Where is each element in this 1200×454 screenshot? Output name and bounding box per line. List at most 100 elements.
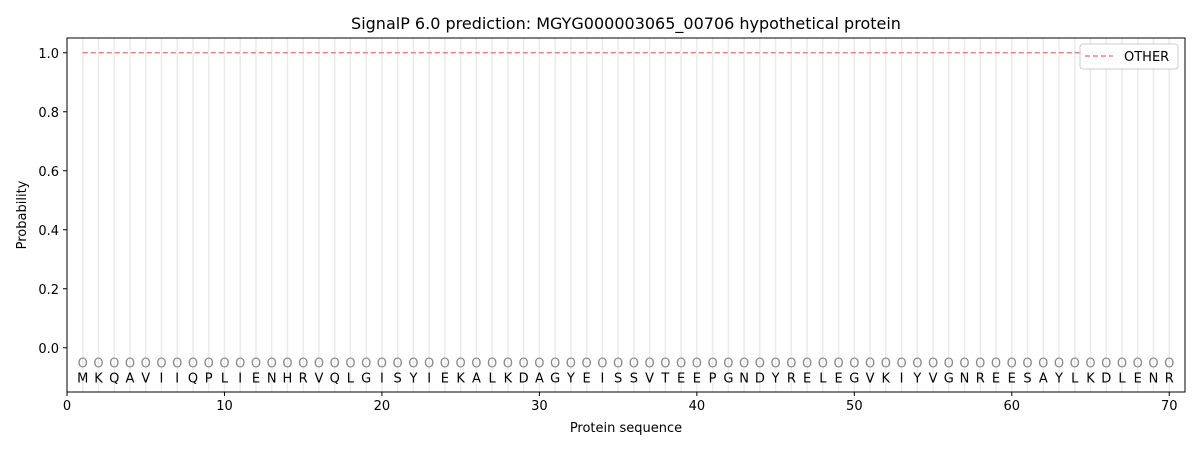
label-marker: O xyxy=(156,357,166,372)
residue-label: I xyxy=(238,371,242,386)
x-tick-label: 0 xyxy=(63,399,71,414)
legend-label-other: OTHER xyxy=(1124,50,1169,65)
residue-label: E xyxy=(441,371,449,386)
label-marker: O xyxy=(1148,357,1158,372)
residue-label: L xyxy=(819,371,827,386)
y-tick-label: 0.4 xyxy=(38,224,59,239)
label-marker: O xyxy=(707,357,717,372)
x-tick-label: 50 xyxy=(846,399,863,414)
residue-label: Q xyxy=(330,371,340,386)
x-tick-label: 60 xyxy=(1004,399,1021,414)
label-marker: O xyxy=(896,357,906,372)
label-marker: O xyxy=(1085,357,1095,372)
x-tick-label: 20 xyxy=(374,399,391,414)
label-marker: O xyxy=(786,357,796,372)
residue-label: K xyxy=(504,371,513,386)
label-marker: O xyxy=(613,357,623,372)
label-marker: O xyxy=(141,357,151,372)
label-marker: O xyxy=(660,357,670,372)
label-marker: O xyxy=(645,357,655,372)
label-marker: O xyxy=(739,357,749,372)
x-tick-label: 40 xyxy=(689,399,706,414)
label-marker: O xyxy=(1070,357,1080,372)
residue-label: E xyxy=(677,371,685,386)
residue-label: V xyxy=(866,371,875,386)
label-marker: O xyxy=(1054,357,1064,372)
residue-label: A xyxy=(535,371,544,386)
residue-label: E xyxy=(834,371,842,386)
residue-label: I xyxy=(900,371,904,386)
label-marker: O xyxy=(93,357,103,372)
label-marker: O xyxy=(345,357,355,372)
residue-label: D xyxy=(519,371,529,386)
label-marker: O xyxy=(692,357,702,372)
residue-label: K xyxy=(882,371,891,386)
chart-title: SignalP 6.0 prediction: MGYG000003065_00… xyxy=(351,14,901,34)
residue-label: H xyxy=(283,371,293,386)
label-marker: O xyxy=(503,357,513,372)
label-marker: O xyxy=(1007,357,1017,372)
residue-label: A xyxy=(126,371,135,386)
residue-label: E xyxy=(1008,371,1016,386)
residue-label: V xyxy=(645,371,654,386)
residue-label: E xyxy=(252,371,260,386)
residue-label: L xyxy=(347,371,355,386)
residue-label: S xyxy=(630,371,638,386)
label-marker: O xyxy=(582,357,592,372)
ticks: 0 10 20 30 40 50 60 70 0.0 0.2 0.4 0.6 0.8 1.0 xyxy=(38,47,1177,414)
label-marker: O xyxy=(377,357,387,372)
residue-label: L xyxy=(489,371,497,386)
residue-label: L xyxy=(1118,371,1126,386)
label-marker: O xyxy=(1038,357,1048,372)
residue-label: S xyxy=(1023,371,1031,386)
residue-label: V xyxy=(929,371,938,386)
label-marker: O xyxy=(440,357,450,372)
residue-label: E xyxy=(1134,371,1142,386)
label-marker: O xyxy=(456,357,466,372)
y-tick-label: 0.0 xyxy=(38,342,59,357)
label-marker: O xyxy=(393,357,403,372)
residue-label: T xyxy=(660,371,669,386)
label-marker: O xyxy=(550,357,560,372)
label-marker: O xyxy=(172,357,182,372)
label-marker: O xyxy=(534,357,544,372)
residue-label: N xyxy=(267,371,277,386)
label-marker: O xyxy=(833,357,843,372)
residue-label: G xyxy=(723,371,733,386)
residue-label: A xyxy=(1039,371,1048,386)
residue-label: E xyxy=(693,371,701,386)
label-marker: O xyxy=(802,357,812,372)
residue-label: I xyxy=(427,371,431,386)
label-marker: O xyxy=(676,357,686,372)
residue-label: R xyxy=(1165,371,1174,386)
label-marker: O xyxy=(849,357,859,372)
label-marker: O xyxy=(314,357,324,372)
y-tick-label: 0.6 xyxy=(38,165,59,180)
residue-label: R xyxy=(299,371,308,386)
label-marker: O xyxy=(204,357,214,372)
label-marker: O xyxy=(1117,357,1127,372)
residue-label: Y xyxy=(912,371,921,386)
residue-label: R xyxy=(976,371,985,386)
legend: OTHER xyxy=(1079,43,1179,70)
label-marker: O xyxy=(770,357,780,372)
label-marker: O xyxy=(818,357,828,372)
grid xyxy=(81,38,1171,392)
residue-label: P xyxy=(709,371,717,386)
residue-label: N xyxy=(739,371,749,386)
y-tick-label: 1.0 xyxy=(38,47,59,62)
label-marker: O xyxy=(188,357,198,372)
residue-label: E xyxy=(992,371,1000,386)
label-marker: O xyxy=(109,357,119,372)
residue-label: A xyxy=(472,371,481,386)
label-marker: O xyxy=(519,357,529,372)
residue-label: L xyxy=(1071,371,1079,386)
label-marker: O xyxy=(755,357,765,372)
label-marker: O xyxy=(235,357,245,372)
residue-label: Y xyxy=(566,371,575,386)
label-marker: O xyxy=(1022,357,1032,372)
label-marker: O xyxy=(408,357,418,372)
residue-label: Y xyxy=(408,371,417,386)
label-marker: O xyxy=(219,357,229,372)
label-marker: O xyxy=(881,357,891,372)
